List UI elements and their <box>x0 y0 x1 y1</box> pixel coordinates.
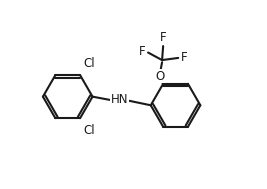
Text: Cl: Cl <box>83 124 95 136</box>
Text: HN: HN <box>111 93 128 106</box>
Text: F: F <box>160 31 166 44</box>
Text: Cl: Cl <box>83 57 95 70</box>
Text: O: O <box>155 70 164 83</box>
Text: F: F <box>139 45 146 58</box>
Text: F: F <box>180 51 187 64</box>
